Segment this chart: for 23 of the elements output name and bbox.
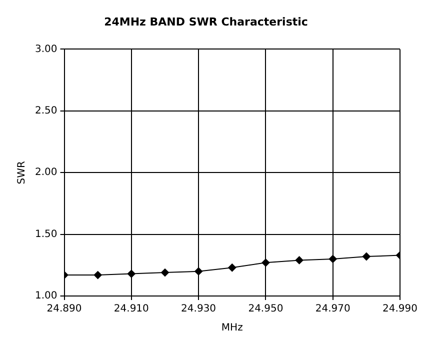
y-tick-label: 2.50 [35, 105, 58, 116]
x-tick-label: 24.930 [181, 304, 216, 315]
point [194, 267, 203, 276]
point [94, 271, 102, 280]
y-tick-label: 2.00 [35, 167, 58, 178]
point [295, 256, 304, 264]
y-tick-label: 3.00 [35, 44, 58, 55]
x-tick-label: 24.950 [248, 304, 284, 315]
point [262, 258, 270, 267]
point [127, 270, 136, 278]
y-axis-title: SWR [16, 160, 28, 184]
x-tick-label: 24.990 [382, 304, 418, 315]
point [160, 268, 169, 277]
x-tick-label: 24.970 [315, 304, 350, 315]
y-tick-label: 1.50 [35, 228, 58, 240]
point [362, 252, 370, 261]
y-tick-label: 1.00 [35, 290, 58, 302]
point [328, 254, 337, 263]
point [228, 264, 236, 272]
x-tick-label: 24.890 [46, 304, 82, 315]
x-axis-title: MHz [221, 322, 243, 334]
x-tick-label: 24.910 [114, 304, 149, 315]
chart-title: 24MHz BAND SWR Characteristic [104, 15, 308, 28]
